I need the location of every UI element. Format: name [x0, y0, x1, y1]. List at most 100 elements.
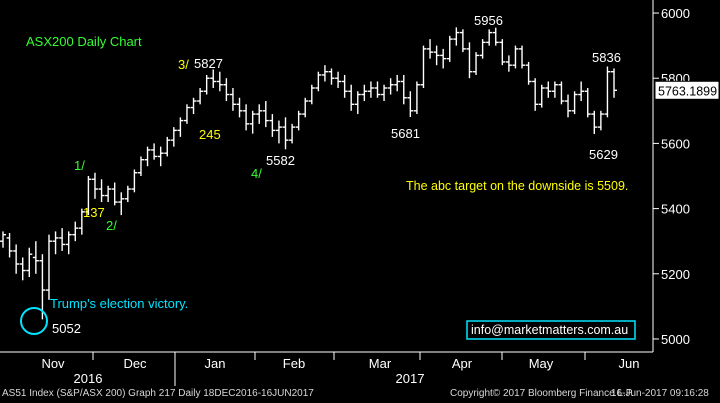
- ohlc-bar: [525, 61, 532, 85]
- ohlc-bar: [591, 110, 598, 134]
- email-box: [466, 320, 636, 340]
- ohlc-bar: [137, 156, 144, 176]
- ohlc-bar: [223, 78, 230, 102]
- ohlc-bar: [387, 78, 394, 95]
- ohlc-bar: [413, 81, 420, 115]
- ohlc-bar: [446, 35, 453, 62]
- ohlc-bar: [538, 84, 545, 108]
- ohlc-bar: [532, 78, 539, 111]
- ohlc-bar: [131, 169, 138, 193]
- ohlc-bar: [111, 182, 118, 206]
- ohlc-bar: [144, 146, 151, 167]
- ohlc-bar: [584, 88, 591, 118]
- ohlc-bar: [512, 45, 519, 69]
- ohlc-bar: [183, 104, 190, 124]
- x-year-label: 2017: [396, 371, 425, 386]
- ohlc-bar: [98, 179, 105, 203]
- ohlc-bar: [578, 81, 585, 102]
- footer-bar: AS51 Index (S&P/ASX 200) Graph 217 Daily…: [0, 386, 720, 403]
- ohlc-bar: [295, 110, 302, 131]
- ohlc-bar: [466, 42, 473, 79]
- ohlc-bar: [459, 29, 466, 53]
- annotation-v5836: 5836: [592, 50, 621, 65]
- y-tick-label: 5200: [661, 267, 690, 282]
- ohlc-bar: [275, 120, 282, 144]
- y-tick-label: 5600: [661, 136, 690, 151]
- ohlc-bar: [400, 74, 407, 105]
- annotation-v5582: 5582: [266, 153, 295, 168]
- ohlc-bar: [91, 172, 98, 199]
- x-month-label: Dec: [123, 356, 147, 371]
- ohlc-bar: [354, 91, 361, 115]
- annotation-v5681: 5681: [391, 126, 420, 141]
- ohlc-bar: [335, 71, 342, 88]
- ohlc-bar: [177, 117, 184, 137]
- ohlc-bar: [197, 88, 204, 105]
- ohlc-bar: [551, 81, 558, 98]
- ohlc-bar: [262, 101, 269, 128]
- ohlc-bar: [597, 110, 604, 131]
- ohlc-bar: [420, 45, 427, 88]
- ohlc-bar: [473, 52, 480, 75]
- ohlc-bar: [157, 146, 164, 167]
- ohlc-bar: [210, 69, 217, 88]
- ohlc-bar: [499, 39, 506, 66]
- ohlc-bar: [394, 74, 401, 92]
- ohlc-bar: [269, 114, 276, 137]
- annotation-w1: 1/: [74, 158, 85, 173]
- ohlc-bar: [302, 97, 309, 118]
- ohlc-bar: [505, 55, 512, 72]
- ohlc-bar: [52, 231, 59, 255]
- annotation-title: ASX200 Daily Chart: [26, 34, 142, 49]
- annotation-abc: The abc target on the downside is 5509.: [406, 179, 628, 193]
- x-month-label: Mar: [369, 356, 392, 371]
- ohlc-bar: [105, 185, 112, 203]
- ohlc-bar: [26, 247, 33, 278]
- ohlc-bar: [0, 231, 6, 248]
- ohlc-bar: [611, 68, 618, 98]
- ohlc-bar: [236, 97, 243, 118]
- ohlc-bar: [170, 127, 177, 147]
- ohlc-bar: [243, 104, 250, 131]
- ohlc-bar: [565, 94, 572, 118]
- ohlc-bar: [367, 81, 374, 98]
- ohlc-bar: [440, 48, 447, 69]
- annotation-w2: 2/: [106, 218, 117, 233]
- annotation-v5052: 5052: [52, 321, 81, 336]
- annotation-trump: Trump's election victory.: [50, 296, 188, 311]
- y-tick-label: 6000: [661, 6, 690, 21]
- ohlc-bar: [72, 221, 79, 242]
- ohlc-bar: [6, 233, 13, 258]
- ohlc-bar: [203, 74, 210, 95]
- ohlc-bar: [78, 208, 85, 235]
- ohlc-bar: [407, 91, 414, 118]
- annotation-v5956: 5956: [474, 13, 503, 28]
- ohlc-bar: [32, 241, 39, 274]
- y-tick-label: 5000: [661, 332, 690, 347]
- ohlc-bar: [558, 81, 565, 105]
- ohlc-bar: [289, 123, 296, 144]
- ohlc-bar: [19, 257, 26, 281]
- ohlc-bar: [59, 228, 66, 251]
- x-month-label: May: [529, 356, 554, 371]
- last-price-label: 5763.1899: [658, 84, 717, 98]
- x-month-label: Feb: [283, 356, 305, 371]
- footer-timestamp: 16-Jun-2017 09:16:28: [611, 388, 709, 399]
- ohlc-bar: [39, 254, 46, 320]
- ohlc-bar: [374, 81, 381, 98]
- ohlc-bar: [381, 84, 388, 102]
- ohlc-bar: [229, 88, 236, 111]
- ohlc-bar: [164, 136, 171, 157]
- ohlc-bar: [282, 117, 289, 150]
- x-month-label: Apr: [452, 356, 473, 371]
- y-tick-label: 5400: [661, 202, 690, 217]
- ohlc-bar: [604, 66, 611, 118]
- ohlc-bar: [321, 65, 328, 82]
- ohlc-bar: [190, 97, 197, 115]
- last-price-box: [654, 80, 720, 100]
- x-month-label: Nov: [41, 356, 65, 371]
- annotation-v5827: 5827: [194, 56, 223, 71]
- ohlc-bar: [519, 45, 526, 69]
- footer-index-info: AS51 Index (S&P/ASX 200) Graph 217 Daily…: [2, 388, 314, 399]
